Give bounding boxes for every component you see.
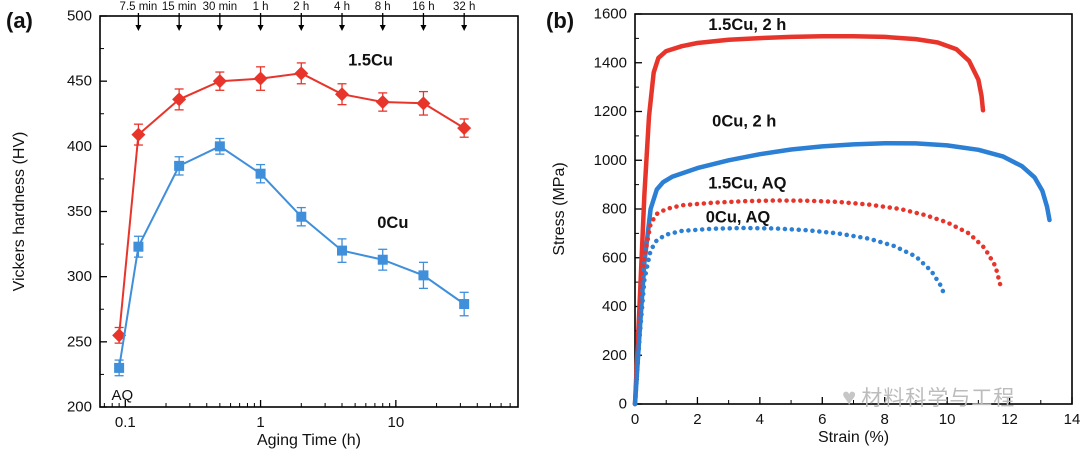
x-tick-label: 1 [256,414,264,431]
y-axis-label: Stress (MPa) [551,162,568,255]
diamond-marker-icon [375,95,390,110]
curve [632,140,1052,407]
x-tick-label: 8 [881,411,889,428]
watermark-text: 材料科学与工程 [861,387,1016,410]
top-annotation-label: 7.5 min [120,1,158,13]
panel-label: (a) [6,8,33,33]
top-annotation-label: 16 h [412,1,434,13]
diamond-marker-icon [212,74,227,89]
x-tick-label: 0.1 [115,414,136,431]
diamond-marker-icon [172,92,187,107]
panel-label: (b) [546,8,574,33]
stress-strain-chart: 0 2 4 6 8 10 12 14 0 200 400 600 800 1000 1200 1400 1600… [546,6,1080,447]
diamond-marker-icon [416,96,431,111]
top-annotation-label: 8 h [375,1,391,13]
y-tick-label: 1600 [594,6,627,23]
square-marker-icon [255,168,266,179]
y-tick-label: 200 [602,347,627,364]
series-line [118,72,465,336]
y-tick-label: 300 [67,268,92,285]
curve [632,225,947,407]
top-annotation-label: 15 min [162,1,197,13]
series-label: 0Cu, AQ [706,209,771,227]
x-axis-label: Aging Time (h) [257,432,361,449]
down-arrow-head-icon [216,25,223,31]
series-0cu: 0Cu [114,137,470,377]
down-arrow-head-icon [176,25,183,31]
y-tick-label: 450 [67,73,92,90]
down-arrow-head-icon [135,25,142,31]
top-annotation-label: 4 h [334,1,350,13]
y-tick-label: 1000 [594,152,627,169]
plot-b: 0 2 4 6 8 10 12 14 0 200 400 600 800 1000 1200 1400 1600… [546,6,1080,447]
heart-icon: ♥ [842,384,858,411]
x-tick-label: 6 [818,411,826,428]
square-marker-icon [174,160,185,171]
series-label: 0Cu, 2 h [712,112,776,130]
series-label: 1.5Cu, AQ [708,174,786,192]
curve [632,33,986,407]
y-axis-label: Vickers hardness (HV) [11,132,28,292]
y-tick-label: 800 [602,201,627,218]
down-arrow-head-icon [298,25,305,31]
square-marker-icon [133,241,144,252]
watermark: ♥ 材料科学与工程 [842,382,1015,412]
y-tick-label: 0 [619,396,627,413]
plot-frame [99,15,519,408]
top-annotation-label: 30 min [203,1,238,13]
diamond-marker-icon [253,71,268,86]
series-label: 0Cu [377,214,408,232]
y-tick-label: 400 [67,138,92,155]
series-0cu-aq: 0Cu, AQ [632,209,947,407]
diamond-marker-icon [294,66,309,81]
square-marker-icon [459,299,470,310]
square-marker-icon [296,211,307,222]
series-0cu-2-h: 0Cu, 2 h [632,112,1052,407]
series-label: 1.5Cu [348,51,393,69]
down-arrow-head-icon [257,25,264,31]
y-tick-label: 600 [602,249,627,266]
y-tick-label: 400 [602,298,627,315]
annotation-label: AQ [111,387,133,404]
x-tick-label: 10 [939,411,956,428]
x-tick-label: 0 [631,411,639,428]
y-tick-label: 200 [67,399,92,416]
plot-frame [634,13,1073,405]
square-marker-icon [377,254,388,265]
diamond-marker-icon [335,87,350,102]
top-annotation-label: 1 h [253,1,269,13]
x-tick-label: 12 [1001,411,1018,428]
top-annotation-label: 32 h [453,1,475,13]
diamond-marker-icon [112,328,127,343]
x-tick-label: 2 [693,411,701,428]
series-1-5cu-2-h: 1.5Cu, 2 h [632,16,986,407]
x-tick-label: 10 [387,414,404,431]
y-tick-label: 250 [67,333,92,350]
series-label: 1.5Cu, 2 h [708,16,786,34]
diamond-marker-icon [457,121,472,136]
square-marker-icon [214,141,225,152]
series-1-5cu-aq: 1.5Cu, AQ [632,174,1003,407]
x-axis-label: Strain (%) [818,429,889,446]
y-tick-label: 1200 [594,103,627,120]
y-tick-label: 1400 [594,54,627,71]
diamond-marker-icon [131,127,146,142]
top-annotation-label: 2 h [293,1,309,13]
series-1-5cu: 1.5Cu [112,51,472,344]
square-marker-icon [418,270,429,281]
down-arrow-head-icon [420,25,427,31]
x-tick-label: 4 [756,411,764,428]
x-tick-label: 14 [1064,411,1080,428]
down-arrow-head-icon [379,25,386,31]
series-line [118,145,465,369]
plot-a: 0.1 1 10 200 250 300 350 400 450 500 Aging Time (h… [6,1,519,449]
down-arrow-head-icon [461,25,468,31]
y-tick-label: 350 [67,203,92,220]
square-marker-icon [114,362,125,373]
square-marker-icon [337,245,348,256]
y-tick-label: 500 [67,8,92,25]
hardness-vs-aging-chart: 0.1 1 10 200 250 300 350 400 450 500 Aging Time (h… [6,1,519,449]
down-arrow-head-icon [339,25,346,31]
